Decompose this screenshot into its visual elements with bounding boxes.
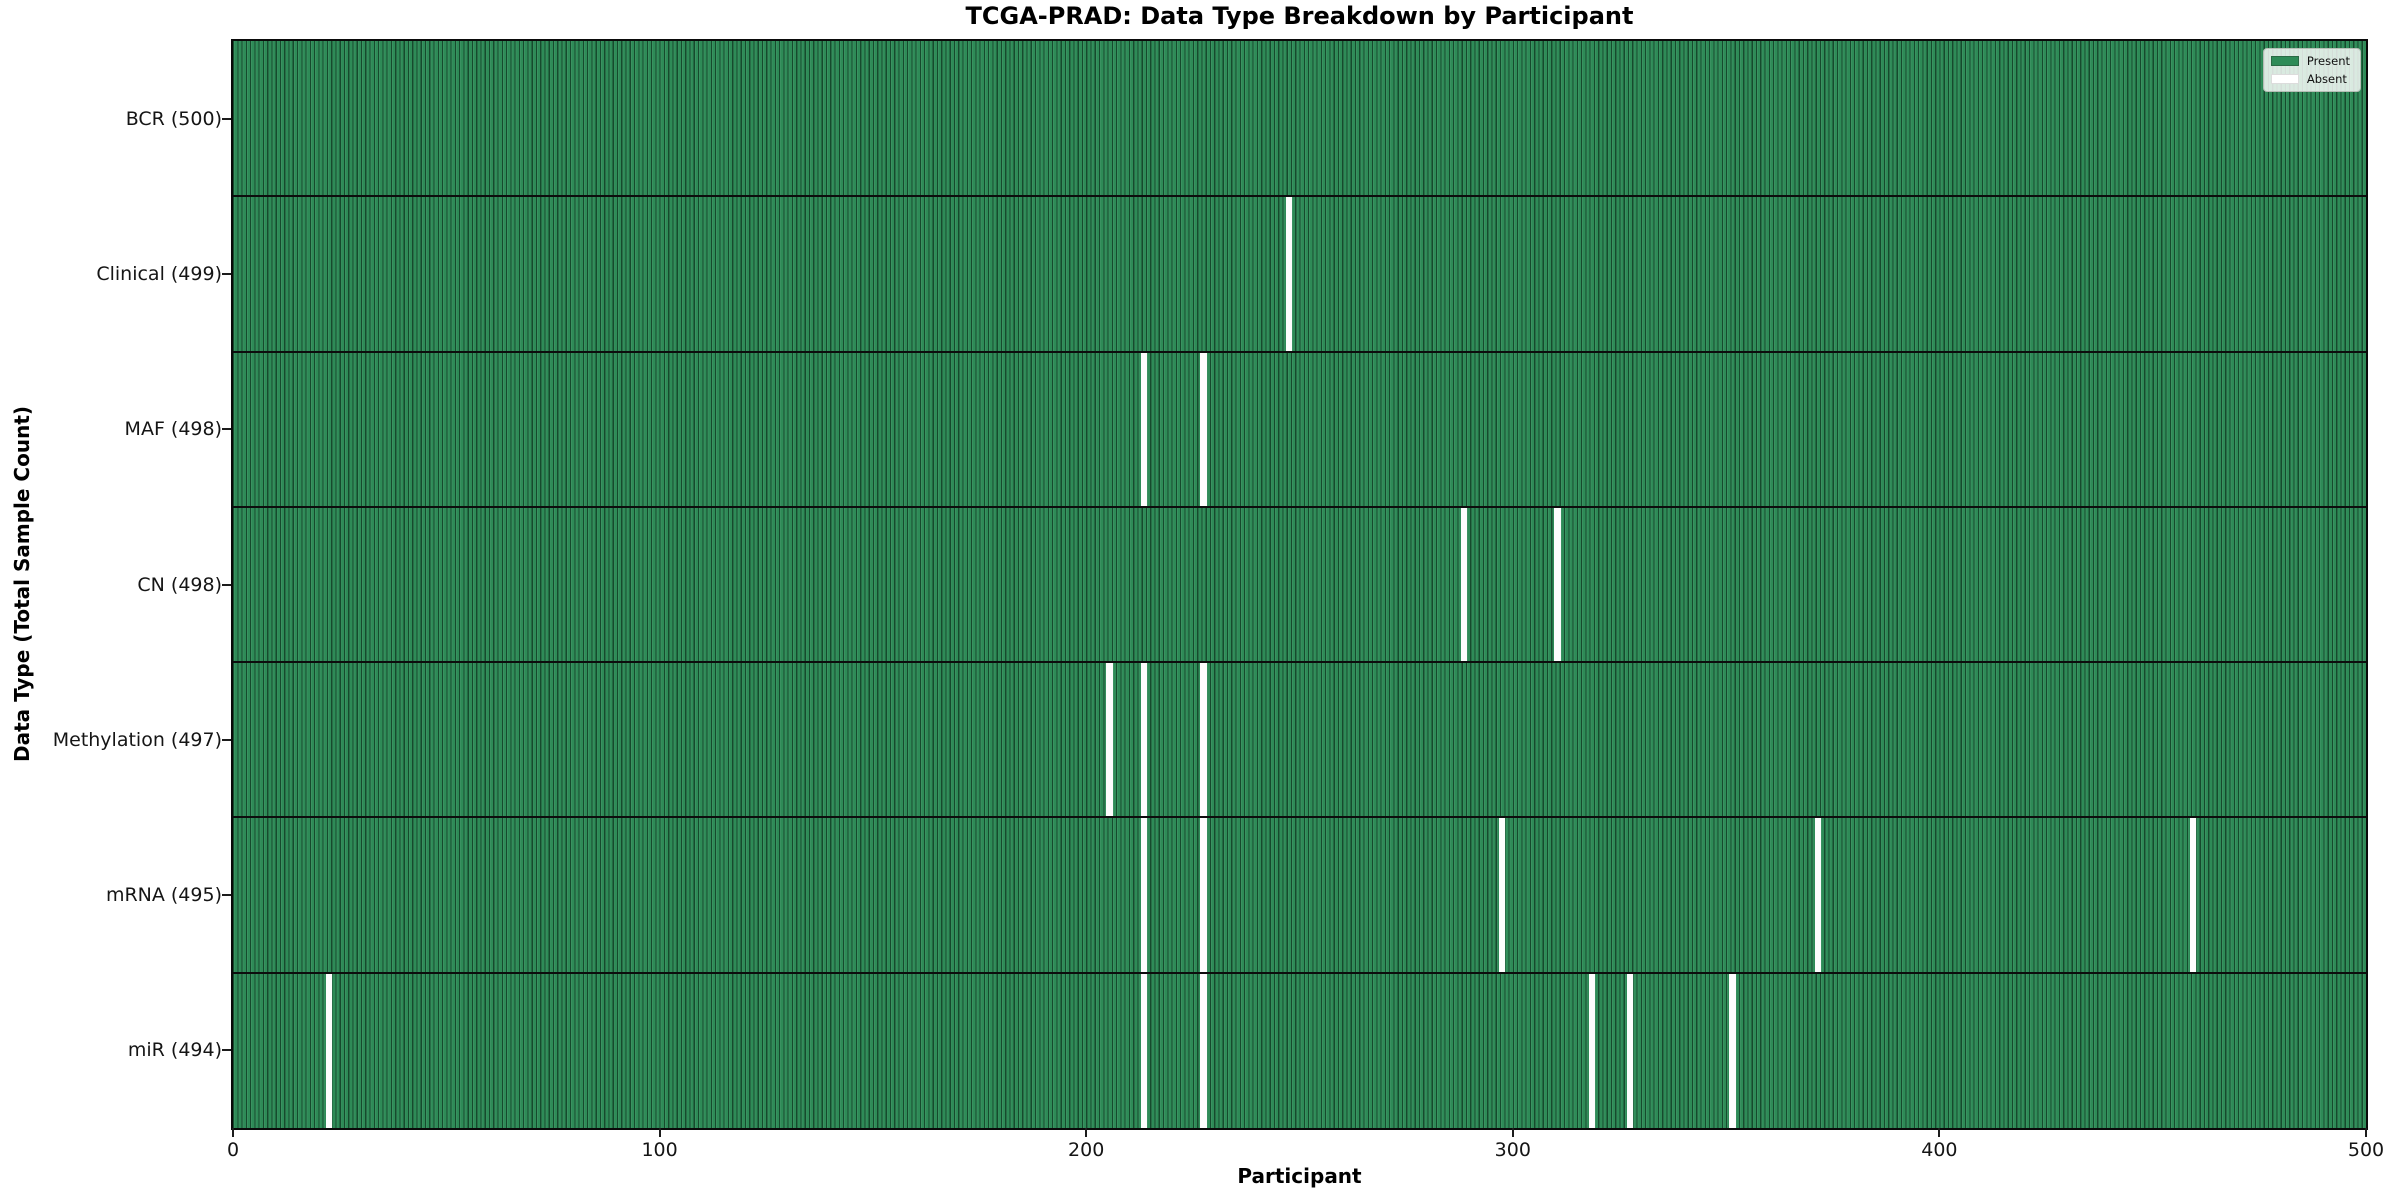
absent-gap: [1554, 506, 1561, 663]
x-tick-mark: [1938, 1128, 1941, 1137]
plot-area: Present Absent: [231, 39, 2368, 1130]
absent-gap: [1200, 662, 1207, 818]
y-tick-mark: [222, 428, 231, 431]
x-tick-mark: [658, 1128, 661, 1137]
row-separator: [233, 195, 2366, 198]
absent-gap: [1729, 972, 1736, 1128]
absent-gap: [1814, 817, 1821, 973]
absent-gap: [1200, 817, 1207, 973]
x-tick-label: 0: [226, 1139, 240, 1161]
row-separator: [233, 816, 2366, 819]
absent-gap: [1626, 972, 1634, 1128]
legend-item-absent: Absent: [2270, 72, 2350, 86]
absent-swatch-icon: [2270, 74, 2299, 84]
row-miR: [233, 972, 2366, 1128]
y-tick-mark: [222, 738, 231, 741]
y-tick-mark: [222, 894, 231, 897]
absent-gap: [1498, 817, 1506, 973]
absent-gap: [1106, 662, 1113, 818]
x-tick-mark: [2365, 1128, 2367, 1137]
absent-gap: [2190, 817, 2197, 973]
legend: Present Absent: [2262, 48, 2361, 92]
y-tick-mark: [222, 1049, 231, 1052]
y-tick-label: CN (498): [137, 573, 222, 596]
y-tick-label: Clinical (499): [96, 262, 222, 285]
row-mRNA: [233, 817, 2366, 973]
row-Methylation: [233, 662, 2366, 818]
row-separator: [233, 350, 2366, 353]
x-tick-label: 200: [1068, 1139, 1105, 1161]
row-separator: [233, 505, 2366, 508]
y-tick-mark: [222, 583, 231, 586]
y-tick-mark: [222, 272, 231, 275]
y-tick-label: miR (494): [127, 1039, 222, 1062]
x-tick-mark: [1511, 1128, 1514, 1137]
absent-gap: [1200, 351, 1207, 507]
x-tick-mark: [1085, 1128, 1088, 1137]
x-tick-label: 500: [2347, 1139, 2385, 1161]
row-BCR: [233, 41, 2366, 196]
absent-gap: [1140, 972, 1147, 1128]
y-tick-mark: [222, 117, 231, 120]
chart-title: TCGA-PRAD: Data Type Breakdown by Partic…: [965, 2, 1634, 30]
legend-label-present: Present: [2306, 54, 2350, 68]
y-axis-label: Data Type (Total Sample Count): [10, 405, 34, 763]
absent-gap: [325, 972, 333, 1128]
x-axis-label: Participant: [1237, 1164, 1362, 1188]
row-MAF: [233, 351, 2366, 507]
x-tick-label: 100: [641, 1139, 678, 1161]
x-tick-mark: [232, 1128, 234, 1137]
y-tick-label: Methylation (497): [52, 728, 222, 751]
absent-gap: [1140, 351, 1147, 507]
row-Clinical: [233, 196, 2366, 352]
absent-gap: [1200, 972, 1207, 1128]
row-separator: [233, 971, 2366, 974]
absent-gap: [1140, 662, 1147, 818]
row-separator: [233, 661, 2366, 664]
absent-gap: [1285, 196, 1293, 352]
x-tick-label: 400: [1921, 1139, 1958, 1161]
y-tick-label: MAF (498): [124, 418, 222, 441]
x-tick-label: 300: [1494, 1139, 1531, 1161]
absent-gap: [1588, 972, 1595, 1128]
legend-item-present: Present: [2270, 54, 2350, 68]
absent-gap: [1140, 817, 1147, 973]
row-CN: [233, 506, 2366, 663]
y-tick-label: BCR (500): [125, 107, 222, 130]
present-swatch-icon: [2270, 56, 2299, 66]
y-tick-label: mRNA (495): [105, 884, 222, 907]
legend-label-absent: Absent: [2306, 72, 2347, 86]
absent-gap: [1460, 506, 1467, 663]
